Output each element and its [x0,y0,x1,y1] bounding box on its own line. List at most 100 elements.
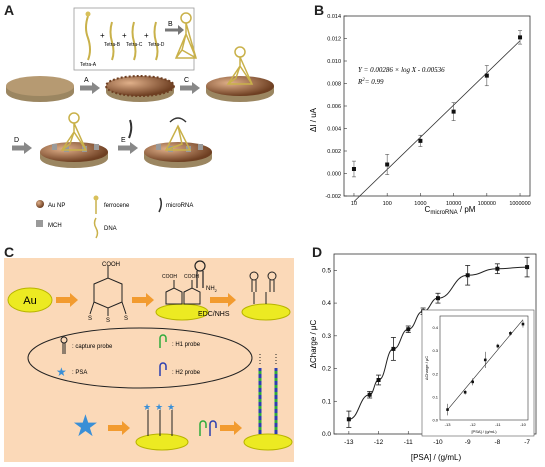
au-np-icon [36,200,44,208]
b-y-tick-label: 0.000 [327,172,341,178]
b-x-tick-label: 100 [383,201,392,207]
b-data-point [451,109,456,114]
d-inset-point [483,358,487,362]
h2-probe-icon [159,362,167,376]
mch-electrode [40,112,108,168]
nh2-label: NH2 [206,286,218,293]
d-x-tick-label: -12 [374,439,384,446]
au-label: Au [23,295,36,307]
d-x-tick-label: -13 [344,439,354,446]
panel-label-c: C [4,244,15,260]
d-data-point [525,265,530,270]
sulfur-label-1: S [88,316,92,322]
capture-probe-reagent [194,260,206,288]
d-inset-point [471,380,474,384]
legend-psa: : PSA [72,370,87,376]
d-inset-x-label: [PSA] / (g/mL) [471,429,497,434]
h2-reagent-icon [209,420,217,436]
d-inset-x-tick-label: -13 [445,422,452,427]
d-inset-frame [439,315,529,421]
legend-mch: MCH [48,223,62,229]
d-inset-x-tick-label: -10 [520,422,527,427]
legend-h1-probe: : H1 probe [172,342,201,348]
legend-au-np: Au NP [48,203,65,209]
dna-icon [93,217,99,239]
d-x-tick-label: -10 [433,439,443,446]
panel-c-drawing: Au COOH S S S COOH COOH NH2 EDC/NHS : ca… [7,260,293,451]
d-y-tick-label: 0.2 [322,366,331,373]
hybridized-electrode [144,117,212,168]
tetra-strands [85,15,159,61]
d-data-point [495,266,500,271]
d-y-tick-label: 0.3 [322,333,331,340]
fit-equation: Y = 0.00286 × log X - 0.00536 [358,66,445,74]
b-data-point [418,138,423,143]
b-data-point [351,167,356,171]
b-plot-frame [343,15,531,197]
tetrahedron-icon [174,12,197,59]
panel-c-schematic: Au COOH S S S COOH COOH NH2 EDC/NHS : ca… [4,258,294,462]
svg-text:★: ★ [143,402,151,412]
d-y-tick-label: 0.4 [322,300,331,307]
cooh-label-1: COOH [102,262,120,268]
b-x-tick-label: 1000 [414,201,426,207]
d-inset-y-tick-label: 0.4 [432,325,438,330]
b-y-tick-label: 0.002 [327,149,341,155]
y-axis-label: ΔI / uA [309,107,318,132]
d-data-point [435,296,440,301]
cooh-label-2: COOH [162,274,177,280]
d-inset-point [496,344,500,348]
d-x-tick-label: -7 [524,439,530,446]
d-data-point [391,346,396,351]
step-c-label: C [184,77,189,84]
d-inset-y-tick-label: 0.1 [432,394,438,399]
legend-microrna: microRNA [166,203,193,209]
legend-ellipse [27,327,253,389]
b-x-tick-label: 10000 [446,201,461,207]
panel-b-chart: Y = 0.00286 × log X - 0.00536 R2= 0.99 Δ… [309,14,531,216]
b-x-tick-label: 100000 [478,201,496,207]
b-data-point [484,73,489,78]
tripod-molecule [89,266,127,316]
d-y-axis-label: ΔCharge / μC [309,319,318,368]
tetra-electrode [206,46,274,102]
svg-text:+: + [122,31,127,40]
d-inset-point [463,390,467,394]
d-y-tick-label: 0.0 [322,431,331,438]
b-y-tick-label: 0.006 [327,104,341,110]
b-y-tick-label: 0.004 [327,127,341,133]
b-data-point [385,162,390,167]
d-inset-point [509,332,512,335]
cooh-label-3: COOH [184,274,199,280]
d-y-tick-label: 0.5 [322,267,331,274]
panel-label-d: D [312,244,323,260]
edc-nhs-label: EDC/NHS [198,311,230,318]
d-data-point [367,392,372,397]
d-x-tick-label: -8 [494,439,500,446]
b-y-tick-label: 0.010 [327,59,341,65]
au-hcr-electrode [243,433,293,451]
sulfur-label-2: S [106,318,110,324]
step-a-label: A [84,77,89,84]
h1-probe-icon [159,334,167,348]
d-inset-point [446,408,449,411]
au-electrode [7,287,53,313]
bare-electrode [6,76,74,102]
b-y-tick-label: 0.008 [327,82,341,88]
panel-d-chart: ΔCharge / μC [PSA] / (g/mL) 0.0 0.1 0.2 0.3… [309,253,537,462]
d-x-axis-label: [PSA] / (g/mL) [411,453,462,462]
step-e-label: E [121,137,126,144]
legend-h2-probe: : H2 probe [172,370,201,376]
svg-text:+: + [144,31,149,40]
sulfur-label-3: S [124,316,128,322]
panel-label-a: A [4,2,15,18]
tetra-d-label: Tetra-D [148,42,165,48]
d-data-point [346,417,351,422]
legend-capture-probe: : capture probe [72,344,113,350]
microrna-icon [158,197,163,213]
step-d-label: D [14,137,19,144]
svg-text:★: ★ [155,402,163,412]
d-inset-y-tick-label: 0.2 [432,371,438,376]
d-x-tick-label: -9 [465,439,471,446]
tetra-a-label: Tetra-A [80,62,97,68]
